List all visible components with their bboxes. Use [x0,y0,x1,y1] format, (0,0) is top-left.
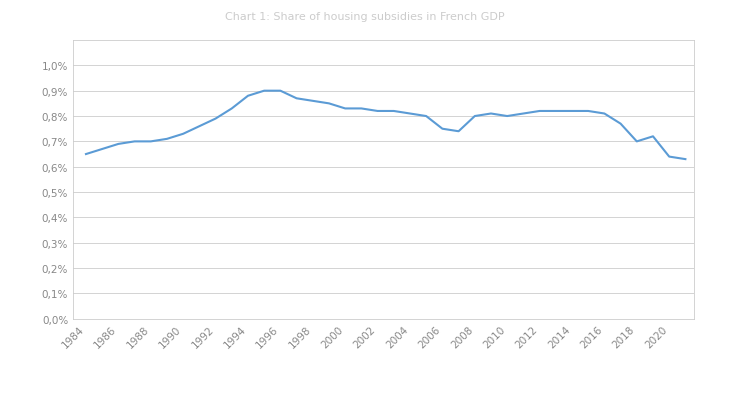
Text: Chart 1: Share of housing subsidies in French GDP: Chart 1: Share of housing subsidies in F… [225,12,505,22]
